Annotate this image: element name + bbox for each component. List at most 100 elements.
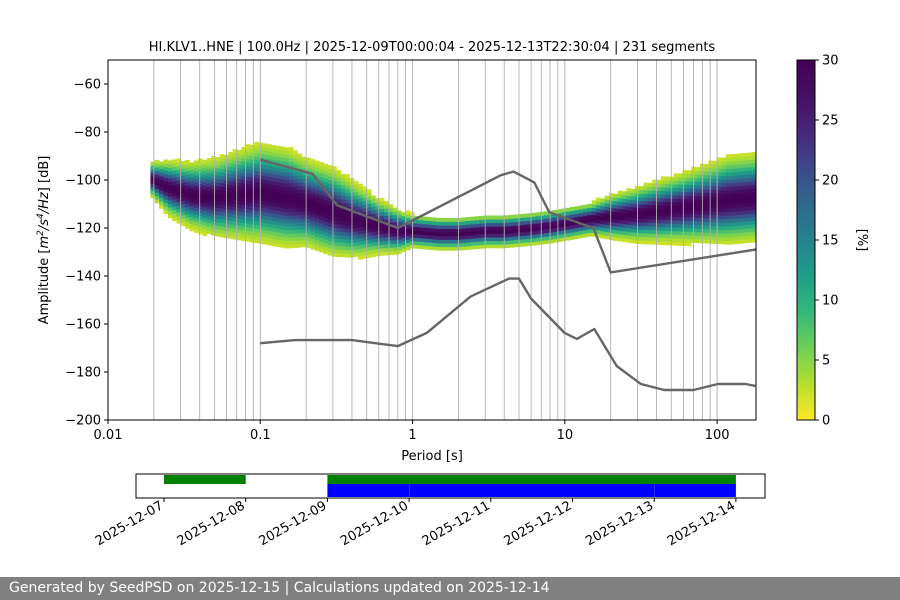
- density-cell: [371, 245, 376, 250]
- density-cell: [172, 166, 177, 171]
- density-cell: [267, 198, 272, 203]
- density-cell: [405, 231, 411, 236]
- density-cell: [414, 241, 420, 246]
- density-cell: [232, 210, 238, 215]
- density-cell: [673, 212, 679, 217]
- density-cell: [293, 171, 298, 176]
- density-cell: [673, 205, 679, 210]
- density-cell: [505, 226, 510, 231]
- density-cell: [340, 217, 346, 222]
- density-cell: [314, 182, 320, 187]
- density-cell: [228, 188, 234, 193]
- density-cell: [461, 221, 467, 226]
- density-cell: [301, 156, 307, 161]
- density-cell: [267, 158, 272, 163]
- density-cell: [327, 233, 333, 238]
- density-cell: [236, 149, 242, 154]
- density-cell: [561, 222, 567, 227]
- density-cell: [734, 225, 740, 230]
- density-cell: [721, 168, 727, 173]
- density-cell: [747, 210, 753, 215]
- density-cell: [626, 220, 631, 225]
- density-cell: [306, 218, 311, 223]
- density-cell: [704, 189, 709, 194]
- density-cell: [669, 194, 675, 199]
- density-cell: [591, 203, 597, 208]
- density-cell: [431, 221, 437, 226]
- density-cell: [695, 167, 701, 172]
- density-cell: [461, 235, 467, 240]
- density-cell: [751, 166, 756, 171]
- density-cell: [440, 232, 445, 237]
- density-cell: [228, 173, 234, 178]
- density-cell: [747, 202, 753, 207]
- density-cell: [211, 231, 216, 236]
- density-cell: [241, 172, 247, 177]
- density-cell: [479, 237, 484, 242]
- density-cell: [327, 201, 333, 206]
- density-cell: [254, 235, 259, 240]
- density-cell: [297, 157, 303, 162]
- density-cell: [232, 203, 238, 208]
- density-cell: [288, 233, 294, 238]
- density-cell: [254, 159, 259, 164]
- density-cell: [708, 236, 714, 241]
- timeline-bars: [164, 475, 736, 497]
- density-cell: [249, 206, 255, 211]
- density-cell: [358, 190, 363, 195]
- psd-segment-bar: [327, 484, 409, 497]
- density-cell: [557, 209, 562, 214]
- density-cell: [262, 211, 268, 216]
- density-cell: [647, 218, 653, 223]
- density-cell: [288, 222, 294, 227]
- density-cell: [275, 214, 281, 219]
- density-cell: [189, 184, 195, 189]
- density-cell: [379, 197, 385, 202]
- density-cell: [487, 237, 493, 242]
- colorbar-label: [%]: [854, 229, 869, 252]
- density-cell: [500, 226, 506, 231]
- density-cell: [704, 203, 709, 208]
- density-cell: [371, 235, 376, 240]
- colorbar-tick-label: 0: [822, 414, 830, 429]
- density-cell: [172, 181, 177, 186]
- density-cell: [345, 192, 350, 197]
- density-cell: [725, 179, 731, 184]
- density-cell: [717, 200, 722, 205]
- density-cell: [639, 218, 644, 223]
- density-cell: [172, 177, 177, 182]
- density-cell: [310, 159, 316, 164]
- density-cell: [297, 178, 303, 183]
- density-cell: [306, 193, 311, 198]
- density-cell: [565, 218, 571, 223]
- density-cell: [487, 226, 493, 231]
- density-cell: [656, 240, 662, 245]
- density-cell: [258, 203, 264, 208]
- density-cell: [738, 182, 744, 187]
- density-cell: [228, 159, 234, 164]
- density-cell: [345, 195, 350, 200]
- colorbar-tick-label: 15: [822, 234, 839, 249]
- density-cell: [388, 236, 394, 241]
- density-cell: [288, 215, 294, 220]
- density-cell: [678, 234, 683, 239]
- density-cell: [738, 200, 744, 205]
- density-cell: [345, 203, 350, 208]
- density-cell: [418, 219, 424, 224]
- density-cell: [418, 216, 424, 221]
- density-cell: [280, 200, 285, 205]
- density-cell: [180, 182, 186, 187]
- density-cell: [202, 228, 208, 233]
- density-cell: [362, 186, 368, 191]
- density-cell: [159, 186, 164, 191]
- density-cell: [743, 185, 748, 190]
- density-cell: [245, 169, 251, 174]
- density-cell: [582, 233, 588, 238]
- density-cell: [396, 235, 402, 240]
- density-cell: [665, 198, 670, 203]
- density-cell: [422, 227, 428, 232]
- density-cell: [708, 196, 714, 201]
- density-cell: [630, 221, 636, 226]
- density-cell: [301, 192, 307, 197]
- density-cell: [241, 165, 247, 170]
